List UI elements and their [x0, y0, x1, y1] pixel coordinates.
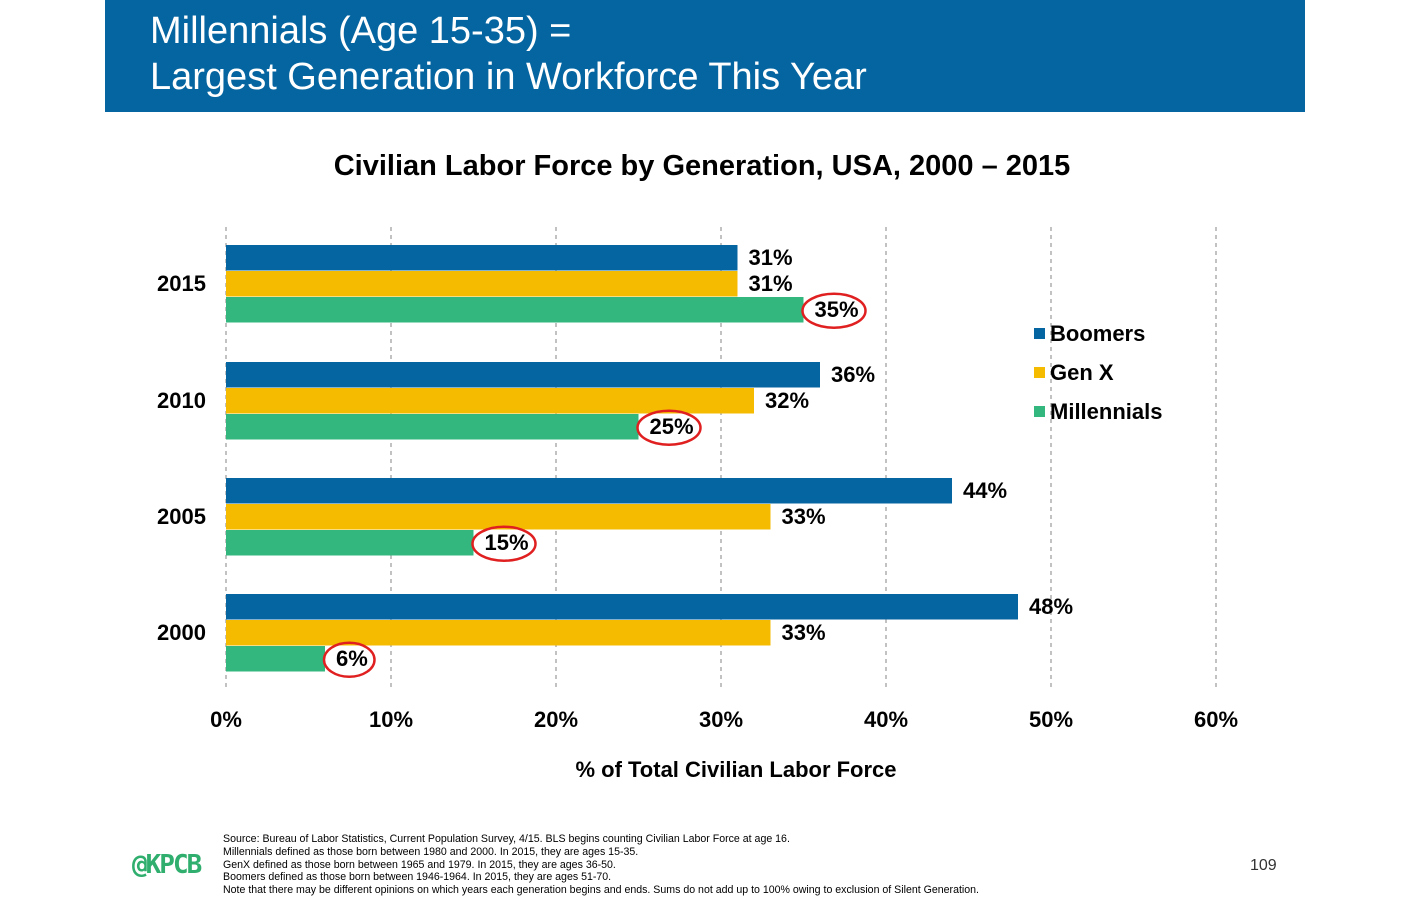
bar-millennials — [226, 414, 639, 440]
legend-label: Boomers — [1050, 321, 1145, 346]
slide-title-line-2: Largest Generation in Workforce This Yea… — [150, 56, 867, 98]
bar-boomers — [226, 362, 820, 388]
data-label: 35% — [815, 297, 859, 322]
data-label: 44% — [963, 478, 1007, 503]
source-line: GenX defined as those born between 1965 … — [223, 858, 616, 871]
bar-millennials — [226, 646, 325, 672]
x-tick-label: 50% — [1029, 707, 1073, 732]
highlight-circle — [801, 292, 867, 329]
y-tick-label: 2000 — [157, 620, 206, 645]
data-label: 25% — [650, 414, 694, 439]
chart-x-axis: 0% 10% 20% 30% 40% 50% 60% — [210, 707, 1238, 732]
highlight-circle — [636, 409, 702, 446]
data-label: 36% — [831, 362, 875, 387]
source-line: Boomers defined as those born between 19… — [223, 871, 612, 884]
bar-millennials — [226, 530, 474, 556]
slide-title-line-1: Millennials (Age 15-35) = — [150, 10, 572, 52]
x-tick-label: 40% — [864, 707, 908, 732]
y-tick-label: 2015 — [157, 271, 206, 296]
x-tick-label: 30% — [699, 707, 743, 732]
legend-swatch — [1034, 406, 1045, 417]
bar-millennials — [226, 297, 804, 323]
legend-label: Gen X — [1050, 360, 1114, 385]
data-label: 6% — [336, 646, 368, 671]
chart-title: Civilian Labor Force by Generation, USA,… — [333, 150, 1071, 182]
data-label: 33% — [782, 620, 826, 645]
x-tick-label: 20% — [534, 707, 578, 732]
highlight-circle — [471, 525, 537, 562]
bar-gen-x — [226, 620, 771, 646]
chart-legend: Boomers Gen X Millennials — [1034, 321, 1162, 424]
data-label: 48% — [1029, 594, 1073, 619]
legend-swatch — [1034, 367, 1045, 378]
chart-y-axis: 2015 2010 2005 2000 — [157, 271, 206, 645]
chart-data-labels: 31%31% 35% 36% 32% 25% 44% 33% 15% 48% 33% 6% — [322, 245, 1073, 678]
x-axis-title: % of Total Civilian Labor Force — [575, 757, 896, 782]
y-tick-label: 2010 — [157, 388, 206, 413]
y-tick-label: 2005 — [157, 504, 206, 529]
source-note: Source: Bureau of Labor Statistics, Curr… — [223, 833, 979, 897]
data-label: 33% — [782, 504, 826, 529]
slide-header: Millennials (Age 15-35) = Largest Genera… — [105, 0, 1305, 112]
legend-label: Millennials — [1050, 399, 1162, 424]
data-label: 32% — [765, 388, 809, 413]
page-number: 109 — [1250, 857, 1277, 874]
data-label: 31% — [749, 271, 793, 296]
x-tick-label: 10% — [369, 707, 413, 732]
kpcb-logo: @KPCB — [132, 850, 202, 880]
data-label: 31% — [749, 245, 793, 270]
bar-boomers — [226, 594, 1018, 620]
bar-gen-x — [226, 504, 771, 530]
chart-bars — [226, 245, 1018, 672]
data-label: 15% — [485, 530, 529, 555]
highlight-circle — [322, 641, 376, 678]
x-tick-label: 0% — [210, 707, 242, 732]
bar-gen-x — [226, 388, 754, 414]
source-line: Note that there may be different opinion… — [223, 884, 979, 897]
bar-boomers — [226, 245, 738, 271]
bar-boomers — [226, 478, 952, 504]
source-line: Source: Bureau of Labor Statistics, Curr… — [223, 833, 790, 845]
bar-gen-x — [226, 271, 738, 297]
legend-swatch — [1034, 328, 1045, 339]
x-tick-label: 60% — [1194, 707, 1238, 732]
source-line: Millennials defined as those born betwee… — [223, 845, 639, 858]
